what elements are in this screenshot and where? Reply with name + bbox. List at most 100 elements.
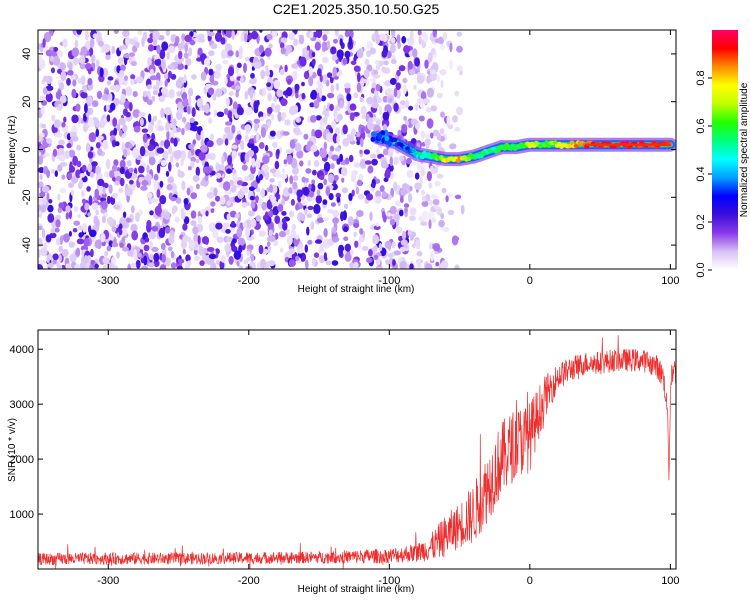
noise-speckle xyxy=(258,45,264,54)
noise-speckle xyxy=(375,190,382,198)
noise-speckle xyxy=(117,57,124,64)
noise-speckle xyxy=(81,198,86,204)
noise-speckle xyxy=(284,64,288,73)
noise-speckle xyxy=(40,105,45,115)
noise-speckle xyxy=(130,61,137,67)
noise-speckle xyxy=(406,157,412,165)
noise-speckle xyxy=(260,258,266,269)
noise-speckle xyxy=(68,182,74,189)
noise-speckle xyxy=(281,217,287,224)
noise-speckle xyxy=(278,230,287,238)
signal-cluster xyxy=(370,136,376,142)
noise-speckle xyxy=(111,45,116,55)
noise-speckle xyxy=(329,145,335,152)
noise-speckle xyxy=(259,173,263,181)
noise-speckle xyxy=(215,88,223,98)
noise-speckle xyxy=(141,180,149,187)
noise-speckle xyxy=(83,238,90,247)
noise-speckle xyxy=(311,51,316,58)
noise-speckle xyxy=(310,183,316,193)
noise-speckle xyxy=(125,86,133,96)
noise-speckle xyxy=(291,63,299,69)
noise-speckle xyxy=(327,208,334,214)
noise-speckle xyxy=(322,41,327,52)
noise-speckle xyxy=(231,124,236,134)
noise-speckle xyxy=(363,149,370,155)
noise-speckle xyxy=(341,166,348,177)
noise-speckle xyxy=(424,138,431,146)
noise-speckle xyxy=(327,92,335,99)
noise-speckle xyxy=(236,220,240,229)
noise-speckle xyxy=(150,198,158,203)
noise-speckle xyxy=(210,43,218,50)
noise-speckle xyxy=(170,196,177,202)
noise-speckle xyxy=(323,141,328,150)
noise-speckle xyxy=(389,77,397,86)
noise-speckle xyxy=(104,250,108,257)
noise-speckle xyxy=(224,126,232,134)
signal-point xyxy=(392,137,398,143)
noise-speckle xyxy=(230,186,236,193)
noise-speckle xyxy=(268,260,276,267)
noise-speckle xyxy=(406,169,414,179)
noise-speckle xyxy=(430,165,434,172)
noise-speckle xyxy=(441,187,447,194)
noise-speckle xyxy=(268,69,274,78)
noise-speckle xyxy=(307,239,313,245)
noise-speckle xyxy=(300,213,306,222)
noise-speckle xyxy=(160,107,165,119)
noise-speckle xyxy=(430,206,435,212)
noise-speckle xyxy=(238,265,243,269)
noise-speckle xyxy=(159,195,167,205)
noise-speckle xyxy=(329,103,334,111)
noise-speckle xyxy=(360,127,364,134)
noise-speckle xyxy=(148,254,154,261)
noise-speckle xyxy=(260,127,266,138)
noise-speckle xyxy=(190,192,198,200)
noise-speckle xyxy=(50,228,55,234)
noise-speckle xyxy=(384,80,392,87)
noise-speckle xyxy=(183,106,188,113)
noise-speckle xyxy=(135,212,140,223)
noise-speckle xyxy=(430,47,436,56)
noise-speckle xyxy=(161,253,166,263)
noise-speckle xyxy=(400,188,408,196)
noise-speckle xyxy=(356,82,362,93)
noise-speckle xyxy=(364,58,370,66)
noise-speckle xyxy=(384,171,389,179)
noise-speckle xyxy=(38,136,42,142)
noise-speckle xyxy=(157,119,162,125)
noise-speckle xyxy=(240,140,245,151)
noise-speckle xyxy=(323,252,327,261)
noise-speckle xyxy=(454,90,460,97)
noise-speckle xyxy=(331,154,339,161)
noise-speckle xyxy=(295,204,299,211)
noise-speckle xyxy=(52,148,58,157)
noise-speckle xyxy=(299,160,304,167)
spectrogram-x-axis: -300 -200 -100 0 100 xyxy=(97,30,680,287)
noise-speckle xyxy=(84,30,89,41)
noise-speckle xyxy=(112,117,118,127)
noise-speckle xyxy=(375,64,381,70)
noise-speckle xyxy=(353,65,361,72)
noise-speckle xyxy=(319,74,323,83)
noise-speckle xyxy=(88,195,93,206)
noise-speckle xyxy=(197,235,201,245)
noise-speckle xyxy=(147,123,154,133)
noise-speckle xyxy=(94,263,99,269)
noise-speckle xyxy=(434,165,439,174)
x-tick-label: -200 xyxy=(238,575,260,587)
noise-speckle xyxy=(111,242,119,248)
noise-speckle xyxy=(386,88,394,95)
noise-speckle xyxy=(308,76,314,87)
noise-speckle xyxy=(342,138,350,147)
noise-speckle xyxy=(313,99,320,109)
noise-speckle xyxy=(38,55,43,64)
noise-speckle xyxy=(342,249,347,255)
noise-speckle xyxy=(339,38,343,46)
noise-speckle xyxy=(103,264,111,269)
x-tick-label: -100 xyxy=(378,275,400,287)
x-tick-label: 0 xyxy=(527,275,533,287)
noise-speckle xyxy=(244,124,252,132)
